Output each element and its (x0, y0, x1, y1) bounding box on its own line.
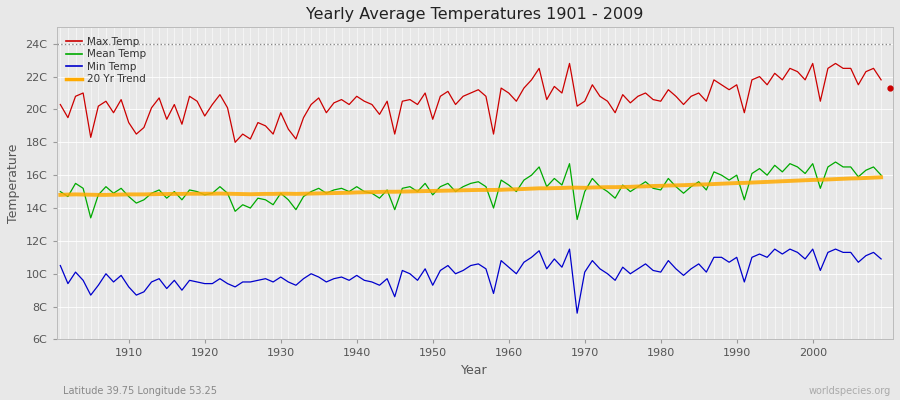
Legend: Max Temp, Mean Temp, Min Temp, 20 Yr Trend: Max Temp, Mean Temp, Min Temp, 20 Yr Tre… (62, 32, 150, 89)
Y-axis label: Temperature: Temperature (7, 144, 20, 223)
X-axis label: Year: Year (461, 364, 488, 377)
Text: worldspecies.org: worldspecies.org (809, 386, 891, 396)
Title: Yearly Average Temperatures 1901 - 2009: Yearly Average Temperatures 1901 - 2009 (306, 7, 644, 22)
Text: Latitude 39.75 Longitude 53.25: Latitude 39.75 Longitude 53.25 (63, 386, 217, 396)
